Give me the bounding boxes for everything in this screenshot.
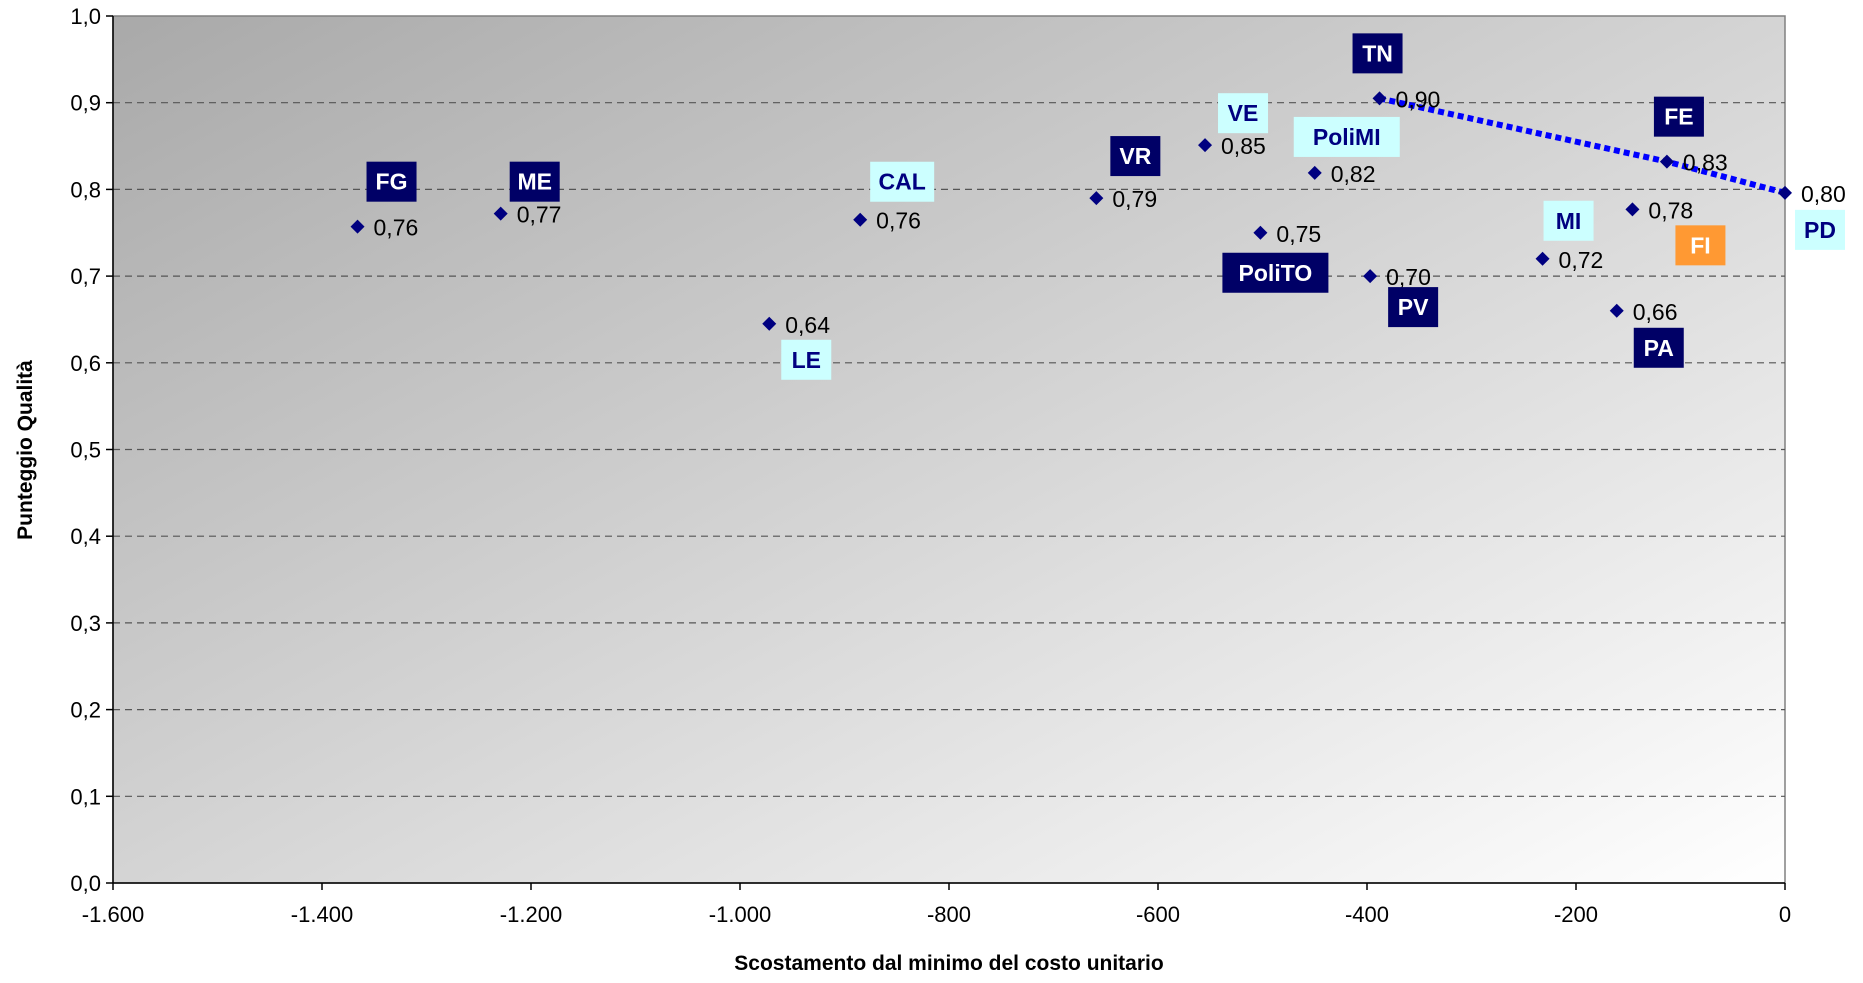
tag-label-fe: FE	[1664, 104, 1693, 130]
data-point-pd	[1778, 185, 1792, 200]
tag-label-ve: VE	[1228, 100, 1259, 126]
x-tick-label: -600	[1136, 902, 1180, 927]
x-tick-label: 0	[1779, 902, 1791, 927]
axes	[106, 15, 1786, 890]
data-point-polimi	[1307, 165, 1322, 180]
data-point-me	[493, 206, 508, 221]
tag-box-fg	[366, 161, 417, 202]
data-point-fe	[1659, 154, 1674, 169]
x-tick-label: -200	[1554, 902, 1598, 927]
data-label-fe: 0,83	[1683, 150, 1728, 176]
tag-label-fi: FI	[1690, 232, 1710, 258]
data-label-pd: 0,80	[1801, 181, 1846, 207]
point-tags: FG ME LE CAL VR VE PoliTO PoliMI PV TN MI PA FI FE PD	[366, 33, 1845, 380]
data-label-fg: 0,76	[374, 215, 419, 241]
tag-box-ve	[1218, 93, 1269, 134]
tag-box-cal	[870, 161, 935, 202]
y-axis-title: Punteggio Qualità	[14, 360, 37, 540]
tag-label-fg: FG	[376, 169, 408, 195]
tag-label-le: LE	[792, 347, 821, 373]
tag-label-me: ME	[517, 169, 552, 195]
data-point-polito	[1253, 225, 1268, 240]
data-label-me: 0,77	[517, 202, 562, 228]
x-tick-label: -1.400	[291, 902, 353, 927]
data-label-polimi: 0,82	[1331, 161, 1376, 187]
tag-box-polito	[1222, 252, 1329, 293]
y-tick-label: 0,6	[70, 351, 101, 376]
gridlines	[113, 102, 1785, 797]
data-label-pa: 0,66	[1633, 299, 1678, 325]
data-label-vr: 0,79	[1112, 186, 1157, 212]
tag-label-pd: PD	[1804, 217, 1836, 243]
x-tick-label: -1.600	[82, 902, 144, 927]
data-points: 0,76 0,77 0,64 0,76 0,79 0,85 0,75 0,82 0,70 0,90…	[350, 86, 1846, 338]
data-point-pv	[1363, 269, 1378, 284]
data-point-ve	[1198, 138, 1213, 153]
data-point-fg	[350, 219, 365, 234]
data-label-polito: 0,75	[1276, 221, 1321, 247]
y-tick-label: 0,8	[70, 177, 101, 202]
tag-label-polimi: PoliMI	[1313, 124, 1381, 150]
data-point-fi	[1625, 202, 1640, 217]
tag-box-pa	[1633, 327, 1684, 368]
data-point-cal	[853, 212, 868, 227]
y-tick-label: 0,7	[70, 264, 101, 289]
tag-box-fe	[1653, 96, 1704, 137]
tag-box-tn	[1352, 33, 1403, 74]
tag-box-vr	[1110, 136, 1161, 177]
y-tick-label: 0,2	[70, 698, 101, 723]
x-axis-title: Scostamento dal minimo del costo unitari…	[734, 952, 1163, 975]
data-label-fi: 0,78	[1648, 197, 1693, 223]
data-point-tn	[1372, 91, 1387, 106]
tag-label-cal: CAL	[879, 169, 926, 195]
data-label-tn: 0,90	[1396, 86, 1441, 112]
tag-box-mi	[1543, 200, 1594, 241]
data-label-ve: 0,85	[1221, 133, 1266, 159]
y-tick-label: 0,4	[70, 524, 101, 549]
x-tick-label: -1.000	[709, 902, 771, 927]
x-tick-label: -800	[927, 902, 971, 927]
data-label-mi: 0,72	[1559, 247, 1604, 273]
y-tick-label: 0,9	[70, 91, 101, 116]
data-point-vr	[1089, 191, 1104, 206]
y-tick-label: 0,1	[70, 784, 101, 809]
y-tick-label: 1,0	[70, 4, 101, 29]
tag-box-le	[781, 339, 832, 380]
y-tick-label: 0,5	[70, 438, 101, 463]
tag-label-vr: VR	[1119, 143, 1151, 169]
data-label-le: 0,64	[785, 312, 830, 338]
tick-labels: 0,0 0,1 0,2 0,3 0,4 0,5 0,6 0,7 0,8 0,9 1,0 -1.600 -…	[70, 4, 1791, 927]
tag-label-pa: PA	[1644, 335, 1674, 361]
data-label-pv: 0,70	[1386, 264, 1431, 290]
tag-label-polito: PoliTO	[1239, 260, 1313, 286]
tag-label-tn: TN	[1362, 40, 1393, 66]
tag-label-pv: PV	[1398, 294, 1429, 320]
tag-box-polimi	[1293, 116, 1400, 157]
x-tick-label: -400	[1345, 902, 1389, 927]
data-label-cal: 0,76	[876, 208, 921, 234]
tag-label-mi: MI	[1556, 208, 1582, 234]
data-point-pa	[1609, 303, 1624, 318]
data-point-mi	[1535, 251, 1550, 266]
tag-box-me	[509, 161, 560, 202]
tag-box-fi	[1675, 225, 1726, 266]
data-point-le	[762, 316, 777, 331]
x-tick-label: -1.200	[500, 902, 562, 927]
tag-box-pv	[1388, 287, 1439, 328]
tag-box-pd	[1795, 209, 1845, 250]
y-tick-label: 0,0	[70, 871, 101, 896]
y-tick-label: 0,3	[70, 611, 101, 636]
